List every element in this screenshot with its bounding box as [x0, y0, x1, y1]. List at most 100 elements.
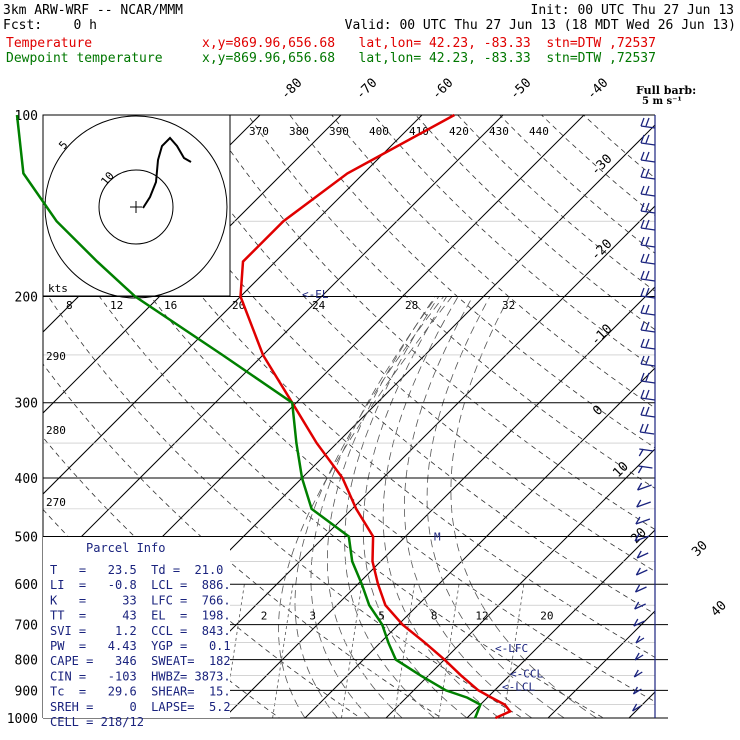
wind-barb — [640, 159, 656, 163]
wind-barb — [634, 603, 646, 610]
parcel-info-title: Parcel Info — [86, 541, 165, 555]
isotherm-label: -60 — [429, 76, 456, 103]
isotherms — [43, 115, 740, 718]
wind-barb — [640, 329, 656, 333]
speed-label: 12 — [110, 299, 123, 312]
wind-barb-feather — [645, 389, 650, 399]
wind-barb — [640, 261, 656, 265]
theta-label: 380 — [289, 125, 309, 138]
isotherm-label: -10 — [588, 322, 615, 349]
mixing-ratio-lines: 2 3 5 8 12 20 — [223, 584, 553, 718]
wind-barb-feather — [645, 304, 650, 314]
wind-barb-feather — [645, 151, 650, 161]
wind-barb-feather — [644, 423, 649, 433]
moist-adiabat — [294, 296, 445, 718]
wind-barb — [640, 312, 656, 316]
wind-barb-feather — [645, 202, 650, 212]
wind-barb — [640, 210, 656, 214]
parcel-info-row: CAPE = 346 SWEAT= 182 — [50, 654, 231, 668]
mixing-ratio-line — [503, 584, 525, 718]
mixing-ratio-line — [393, 584, 415, 718]
mixing-ratio-label: 20 — [540, 610, 553, 623]
wind-barb-feather — [640, 287, 645, 297]
wind-barb-feather — [640, 185, 645, 195]
wind-barb-feather — [637, 482, 643, 491]
theta-label: 400 — [369, 125, 389, 138]
wind-barb-feather — [640, 202, 645, 212]
wind-barb-feather — [645, 321, 650, 331]
isotherm-label: -50 — [507, 76, 534, 103]
valid-time: Valid: 00 UTC Thu 27 Jun 13 (18 MDT Wed … — [344, 18, 736, 33]
wind-barb-feather — [640, 134, 645, 144]
wind-barb-feather — [634, 533, 640, 542]
wind-barb-feather — [640, 406, 645, 416]
isotherm-label: 40 — [708, 598, 730, 620]
wind-barb-feather — [637, 465, 644, 474]
wind-barb-feather — [634, 601, 640, 610]
wind-barb-feather — [633, 618, 639, 627]
parcel-info-row: CELL = 218/12 — [50, 715, 144, 729]
isotherm-label: 20 — [628, 525, 650, 547]
dry-adiabat — [121, 115, 655, 615]
wind-barb — [640, 363, 656, 367]
pressure-tick-label: 600 — [15, 578, 38, 593]
parcel-info-row: LI = -0.8 LCL = 886. — [50, 578, 231, 592]
wind-barb-legend-title: Full barb: — [636, 84, 696, 97]
dry-adiabat — [247, 115, 655, 489]
level-marker: <-LCL — [502, 680, 535, 693]
isotherm-label: -80 — [278, 76, 305, 103]
level-marker: <-LFC — [495, 642, 528, 655]
wind-barb-feather — [640, 321, 645, 331]
theta-label: 410 — [409, 125, 429, 138]
isotherm-line — [466, 529, 655, 718]
wind-barb-feather — [645, 355, 650, 365]
parcel-info-panel — [43, 537, 230, 718]
theta-label: 420 — [449, 125, 469, 138]
wind-barb-feather — [640, 372, 645, 382]
mixing-ratio-label: 2 — [261, 610, 268, 623]
wind-barb — [640, 227, 656, 231]
wind-barb — [640, 431, 655, 435]
mixing-ratio-label: 3 — [309, 610, 316, 623]
theta-left-label: 270 — [46, 496, 66, 509]
isotherm-line — [710, 115, 740, 718]
moist-adiabat — [404, 296, 533, 718]
wind-barb — [639, 448, 654, 452]
wind-barb-feather — [640, 338, 645, 348]
init-time: Init: 00 UTC Thu 27 Jun 13 — [530, 3, 735, 18]
wind-barb — [633, 688, 642, 695]
mixing-ratio-line — [223, 584, 245, 718]
wind-barb — [634, 654, 644, 661]
wind-barb-feather — [645, 406, 650, 416]
speed-label: 8 — [66, 299, 73, 312]
wind-barb-feather — [640, 355, 645, 365]
wind-barb-feather — [640, 304, 645, 314]
isotherm-line — [43, 115, 342, 414]
level-markers: <-LFC <-CCL<-LCL <-EL M — [302, 288, 543, 693]
dry-adiabat — [373, 115, 655, 370]
wind-barb — [638, 465, 653, 469]
theta-left-label: 280 — [46, 424, 66, 437]
pressure-tick-label: 300 — [15, 397, 38, 412]
theta-label: 430 — [489, 125, 509, 138]
pressure-tick-label: 800 — [15, 654, 38, 669]
dry-adiabat — [583, 115, 655, 179]
wind-barb-feather — [635, 635, 641, 644]
wind-barb — [640, 176, 656, 180]
wind-barb — [640, 278, 656, 282]
wind-barb-feather — [645, 338, 650, 348]
pressure-tick-label: 100 — [15, 109, 38, 124]
dewpoint-legend-info: x,y=869.96,656.68 lat,lon= 42.23, -83.33… — [202, 51, 656, 66]
wind-barbs — [632, 115, 656, 718]
wind-barb — [636, 501, 651, 508]
wind-barb-feather — [645, 270, 650, 280]
mixing-ratio-line — [341, 584, 363, 718]
wind-barb-feather — [634, 652, 640, 661]
model-title: 3km ARW-WRF -- NCAR/MMM — [3, 3, 184, 18]
wind-barb-feather — [640, 253, 645, 263]
wind-barb — [633, 671, 643, 678]
pressure-tick-label: 900 — [15, 684, 38, 699]
isotherm-label: 30 — [689, 538, 711, 560]
pressure-tick-label: 200 — [15, 291, 38, 306]
wind-barb — [640, 414, 656, 418]
